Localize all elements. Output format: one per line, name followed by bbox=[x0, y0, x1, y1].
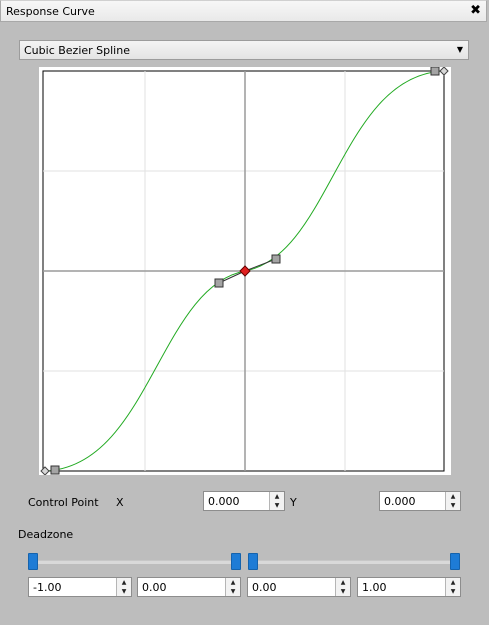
close-icon[interactable]: ✖ bbox=[470, 3, 481, 18]
spin-down-icon[interactable]: ▼ bbox=[340, 588, 346, 595]
control-handle-center-out[interactable] bbox=[271, 254, 281, 264]
control-point-label: Control Point bbox=[28, 496, 99, 509]
x-label: X bbox=[116, 496, 124, 509]
control-point-center[interactable] bbox=[239, 265, 251, 277]
window-titlebar: Response Curve ✖ bbox=[0, 0, 487, 22]
window-title: Response Curve bbox=[6, 5, 95, 18]
deadzone-lower-min-input[interactable]: -1.00 ▲ ▼ bbox=[28, 577, 132, 597]
deadzone-lower-min-handle[interactable] bbox=[28, 553, 38, 570]
curve-type-select[interactable]: Cubic Bezier Spline ▼ bbox=[19, 40, 469, 60]
control-point-x-input[interactable]: 0.000 ▲ ▼ bbox=[203, 491, 285, 511]
spin-up-icon[interactable]: ▲ bbox=[121, 579, 127, 586]
spin-down-icon[interactable]: ▼ bbox=[450, 502, 456, 509]
deadzone-lower-max-handle[interactable] bbox=[231, 553, 241, 570]
response-curve-editor[interactable] bbox=[39, 67, 451, 475]
deadzone-label: Deadzone bbox=[18, 528, 74, 541]
deadzone-upper-min-value: 0.00 bbox=[252, 581, 277, 594]
deadzone-upper-min-input[interactable]: 0.00 ▲ ▼ bbox=[247, 577, 351, 597]
control-point-start[interactable] bbox=[40, 466, 50, 475]
control-point-end[interactable] bbox=[439, 67, 449, 76]
control-handle-center-in[interactable] bbox=[214, 278, 224, 288]
deadzone-upper-max-value: 1.00 bbox=[362, 581, 387, 594]
deadzone-lower-min-value: -1.00 bbox=[33, 581, 62, 594]
spin-up-icon[interactable]: ▲ bbox=[450, 493, 456, 500]
control-handle-left-end[interactable] bbox=[50, 465, 60, 475]
chevron-down-icon: ▼ bbox=[456, 45, 463, 54]
response-curve-canvas[interactable] bbox=[39, 67, 451, 475]
spin-down-icon[interactable]: ▼ bbox=[230, 588, 236, 595]
deadzone-upper-max-handle[interactable] bbox=[450, 553, 460, 570]
spin-down-icon[interactable]: ▼ bbox=[121, 588, 127, 595]
deadzone-lower-slider-track[interactable] bbox=[32, 560, 240, 564]
deadzone-lower-max-value: 0.00 bbox=[142, 581, 167, 594]
spin-up-icon[interactable]: ▲ bbox=[230, 579, 236, 586]
control-point-y-input[interactable]: 0.000 ▲ ▼ bbox=[379, 491, 461, 511]
control-point-y-value: 0.000 bbox=[384, 495, 416, 508]
control-handle-right-end[interactable] bbox=[430, 67, 440, 76]
control-point-x-value: 0.000 bbox=[208, 495, 240, 508]
spin-up-icon[interactable]: ▲ bbox=[274, 493, 280, 500]
spin-down-icon[interactable]: ▼ bbox=[450, 588, 456, 595]
deadzone-upper-slider-track[interactable] bbox=[250, 560, 458, 564]
spin-up-icon[interactable]: ▲ bbox=[450, 579, 456, 586]
deadzone-lower-max-input[interactable]: 0.00 ▲ ▼ bbox=[137, 577, 241, 597]
curve-type-value: Cubic Bezier Spline bbox=[24, 44, 130, 57]
deadzone-upper-min-handle[interactable] bbox=[248, 553, 258, 570]
spin-down-icon[interactable]: ▼ bbox=[274, 502, 280, 509]
y-label: Y bbox=[290, 496, 297, 509]
deadzone-upper-max-input[interactable]: 1.00 ▲ ▼ bbox=[357, 577, 461, 597]
spin-up-icon[interactable]: ▲ bbox=[340, 579, 346, 586]
